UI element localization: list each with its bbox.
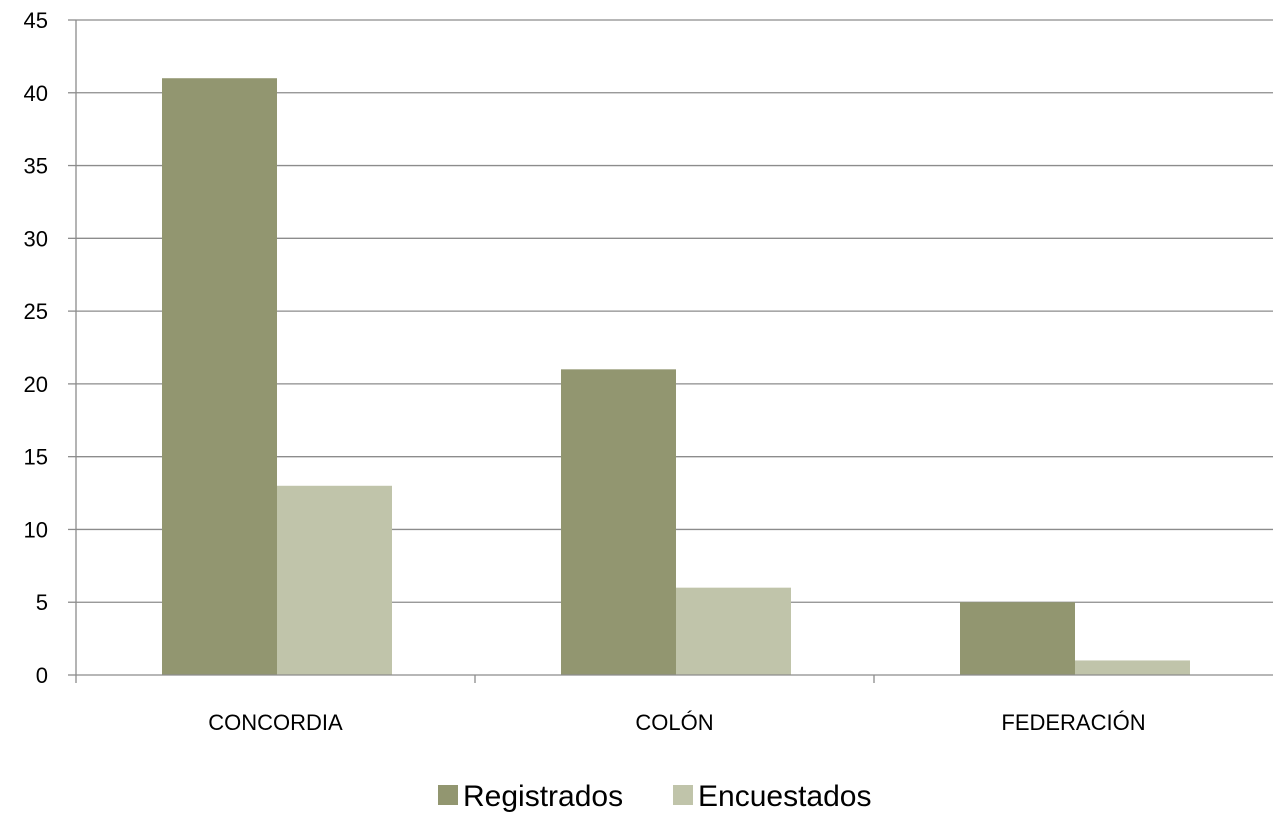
y-axis-tick-label: 5 [36,590,48,615]
bar-encuestados-2 [1075,660,1190,675]
y-axis-tick-label: 25 [24,299,48,324]
legend-swatch-registrados [438,785,458,805]
axes [75,20,1273,683]
bar-encuestados-0 [277,485,392,675]
bar-registrados-1 [561,369,676,675]
y-axis-tick-label: 10 [24,517,48,542]
y-axis-tick-label: 35 [24,154,48,179]
y-axis-tick-label: 0 [36,663,48,688]
legend-label-encuestados: Encuestados [698,780,871,812]
bar-registrados-2 [960,602,1075,675]
y-axis-tick-label: 30 [24,226,48,251]
y-axis-tick-label: 45 [24,8,48,33]
y-axis-tick-label: 15 [24,445,48,470]
x-axis-category-label: CONCORDIA [208,710,343,735]
bars [162,78,1190,675]
x-axis-category-label: FEDERACIÓN [1001,710,1145,735]
bar-encuestados-1 [676,587,791,675]
x-axis-category-label: COLÓN [635,710,713,735]
y-axis-tick-labels: 0 5 10 15 20 25 30 35 40 45 [24,8,48,688]
x-axis-category-labels: CONCORDIA COLÓN FEDERACIÓN [208,710,1145,735]
legend-label-registrados: Registrados [463,780,623,812]
legend-swatch-encuestados [673,785,693,805]
bar-registrados-0 [162,78,277,675]
y-axis-tick-label: 40 [24,81,48,106]
y-axis-tick-label: 20 [24,372,48,397]
legend: Registrados Encuestados [438,780,871,813]
